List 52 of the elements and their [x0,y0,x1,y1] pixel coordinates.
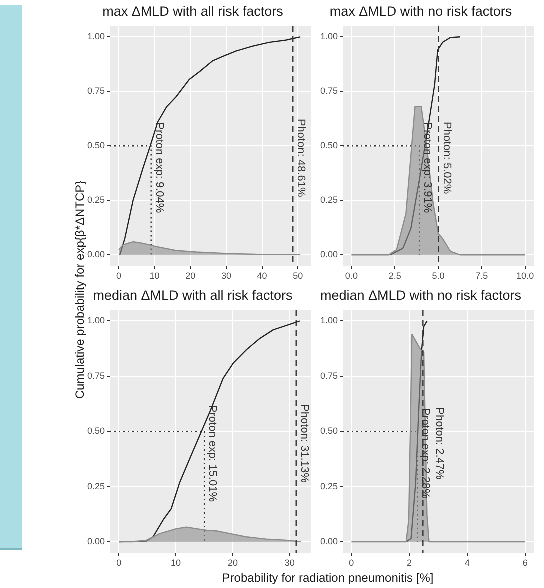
x-tick-label: 30 [221,270,232,281]
y-tick-label: 1.00 [87,316,105,326]
chart-title: median ΔMLD with no risk factors [320,288,522,303]
y-tick-label: 0.75 [320,370,338,381]
y-tick-label: 0.75 [87,86,105,96]
x-axis-title: Probability for radiation pneumonitis [%] [222,571,434,585]
y-tick-label: 0.50 [320,426,338,436]
y-tick-label: 0.00 [87,250,105,260]
x-tick-label: 0 [116,558,122,568]
x-tick-label: 5.0 [432,270,445,281]
y-tick-label: 0.00 [87,536,105,546]
y-tick-label: 0.50 [87,140,105,151]
x-tick-label: 4 [464,558,470,568]
y-tick-label: 1.00 [87,32,105,42]
x-tick-label: 50 [293,270,304,281]
ref-line-label: Photon: 5.02% [440,122,453,194]
x-tick-label: 10 [171,558,182,568]
annotation: Proton exp: 9.04% [153,122,166,214]
y-tick-label: 1.00 [320,32,338,42]
x-tick-label: 7.5 [476,270,488,281]
x-tick-label: 20 [228,558,238,568]
y-tick-label: 0.25 [87,481,105,492]
chart-title: max ΔMLD with all risk factors [102,4,284,19]
ref-line-label: Photon: 31.13% [298,404,310,484]
chart-title: max ΔMLD with no risk factors [330,4,512,19]
y-tick-label: 0.00 [320,536,338,546]
annotation: Proton exp: 15.01% [206,405,219,502]
y-tick-label: 0.00 [320,250,338,260]
x-tick-label: 10 [150,270,160,281]
y-tick-label: 0.25 [320,481,338,492]
chart-title: median ΔMLD with all risk factors [93,288,294,303]
ref-line-label: Photon: 2.47% [434,408,446,480]
x-tick-label: 20 [186,270,196,281]
x-tick-label: 30 [284,558,295,568]
y-tick-label: 0.75 [87,370,105,381]
x-tick-label: 2.5 [388,270,402,281]
x-tick-label: 6 [522,558,528,568]
ref-line-label: Photon: 48.61% [295,118,308,198]
x-tick-label: 0 [116,270,122,281]
y-tick-label: 0.50 [87,426,105,436]
y-tick-label: 0.50 [320,140,338,151]
x-tick-label: 0 [349,558,354,568]
y-axis-title: Cumulative probability for exp{β*ΔNTCP} [73,180,87,400]
annotation: Proton exp: 3.91% [422,122,434,214]
y-tick-label: 0.75 [320,86,338,96]
x-tick-label: 40 [257,270,268,281]
y-tick-label: 0.25 [87,195,105,206]
y-tick-label: 1.00 [320,316,338,326]
x-tick-label: 10.0 [516,270,534,281]
y-tick-label: 0.25 [320,195,338,206]
x-tick-label: 2 [407,558,412,568]
x-tick-label: 0.0 [345,270,358,281]
